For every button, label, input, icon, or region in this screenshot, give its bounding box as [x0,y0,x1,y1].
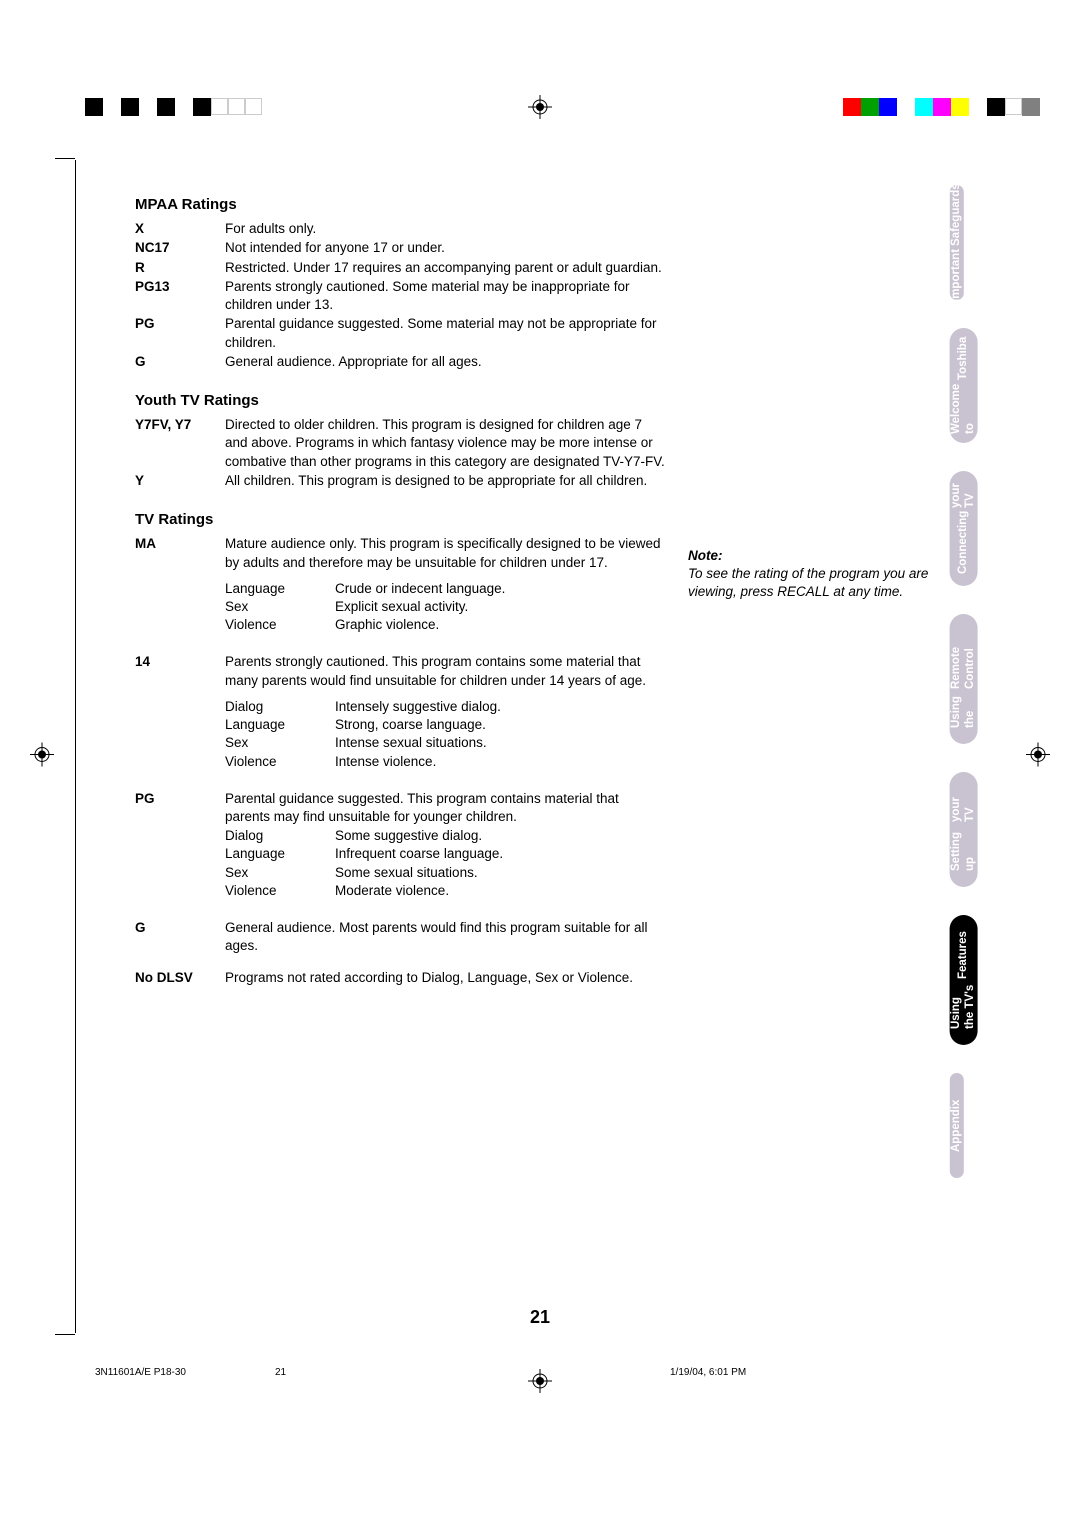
rating-row: PGParental guidance suggested. Some mate… [135,315,665,351]
crop-line [75,160,76,1333]
crop-corner [55,1315,75,1335]
tab-appendix: Appendix [950,1073,964,1178]
rating-code: PG [135,790,225,906]
rating-code: G [135,919,225,955]
rating-code: PG [135,315,225,351]
rating-row: XFor adults only. [135,220,665,238]
tv-title: TV Ratings [135,510,665,530]
rating-desc: Restricted. Under 17 requires an accompa… [225,259,665,277]
sub-label: Language [225,845,335,863]
rating-desc: General audience. Most parents would fin… [225,919,665,955]
tab-features: Using the TV's Features [950,915,978,1045]
sub-label: Violence [225,882,335,900]
registration-mark-icon [30,742,54,771]
rating-desc: General audience. Appropriate for all ag… [225,353,665,371]
sub-label: Violence [225,616,335,634]
rating-code: Y [135,472,225,490]
footer-right: 1/19/04, 6:01 PM [670,1367,746,1378]
rating-desc: Parents strongly cautioned. This program… [225,653,665,776]
main-content: MPAA Ratings XFor adults only. NC17Not i… [135,195,665,988]
sub-table: LanguageCrude or indecent language. SexE… [225,580,665,635]
rating-code: NC17 [135,239,225,257]
rating-row: No DLSVPrograms not rated according to D… [135,969,665,987]
rating-code: PG13 [135,278,225,314]
rating-desc: Parents strongly cautioned. Some materia… [225,278,665,314]
rating-code: 14 [135,653,225,776]
page-number: 21 [530,1307,550,1328]
color-bars-left [85,98,262,116]
sub-table: DialogIntensely suggestive dialog. Langu… [225,698,665,771]
rating-desc: Parental guidance suggested. This progra… [225,790,665,906]
sub-label: Violence [225,753,335,771]
registration-mark-icon [1026,742,1050,771]
crop-corner [55,158,75,178]
mpaa-title: MPAA Ratings [135,195,665,215]
rating-desc: Mature audience only. This program is sp… [225,535,665,640]
sub-value: Some suggestive dialog. [335,827,665,845]
registration-mark-icon [528,95,552,124]
rating-desc: Directed to older children. This program… [225,416,665,471]
sub-table: DialogSome suggestive dialog. LanguageIn… [225,827,665,900]
rating-row: GGeneral audience. Appropriate for all a… [135,353,665,371]
sub-value: Strong, coarse language. [335,716,665,734]
rating-code: R [135,259,225,277]
rating-row: MA Mature audience only. This program is… [135,535,665,640]
sub-value: Intense violence. [335,753,665,771]
rating-desc: All children. This program is designed t… [225,472,665,490]
sub-value: Graphic violence. [335,616,665,634]
rating-desc: Programs not rated according to Dialog, … [225,969,665,987]
rating-desc: For adults only. [225,220,665,238]
color-bars-right [843,98,1040,116]
tab-welcome: Welcome to Toshiba [950,328,978,443]
sub-value: Some sexual situations. [335,864,665,882]
sub-label: Language [225,716,335,734]
sub-label: Dialog [225,698,335,716]
rating-row: PG Parental guidance suggested. This pro… [135,790,665,906]
sub-value: Crude or indecent language. [335,580,665,598]
sub-label: Sex [225,734,335,752]
sub-label: Sex [225,598,335,616]
side-tabs: Important Safeguards Welcome to Toshiba … [950,185,1002,1178]
registration-mark-icon [528,1369,552,1398]
rating-code: Y7FV, Y7 [135,416,225,471]
rating-row: YAll children. This program is designed … [135,472,665,490]
rating-code: G [135,353,225,371]
tab-remote: Using the Remote Control [950,614,978,744]
rating-desc: Parental guidance suggested. Some materi… [225,315,665,351]
youth-title: Youth TV Ratings [135,391,665,411]
rating-row: NC17Not intended for anyone 17 or under. [135,239,665,257]
rating-code: MA [135,535,225,640]
note-text: To see the rating of the program you are… [688,565,953,601]
rating-row: RRestricted. Under 17 requires an accomp… [135,259,665,277]
footer-left: 3N11601A/E P18-30 [95,1367,186,1378]
sub-value: Explicit sexual activity. [335,598,665,616]
sub-label: Dialog [225,827,335,845]
rating-row: 14 Parents strongly cautioned. This prog… [135,653,665,776]
rating-code: No DLSV [135,969,225,987]
tab-safeguards: Important Safeguards [950,185,964,300]
rating-row: GGeneral audience. Most parents would fi… [135,919,665,955]
sub-value: Intense sexual situations. [335,734,665,752]
rating-row: Y7FV, Y7Directed to older children. This… [135,416,665,471]
footer-mid: 21 [275,1367,286,1378]
sub-value: Intensely suggestive dialog. [335,698,665,716]
sub-label: Sex [225,864,335,882]
sub-value: Moderate violence. [335,882,665,900]
note-title: Note: [688,547,953,565]
note-block: Note: To see the rating of the program y… [688,547,953,602]
sub-value: Infrequent coarse language. [335,845,665,863]
tab-setting-up: Setting up your TV [950,772,978,887]
rating-row: PG13Parents strongly cautioned. Some mat… [135,278,665,314]
rating-code: X [135,220,225,238]
tab-connecting: Connecting your TV [950,471,978,586]
rating-desc: Not intended for anyone 17 or under. [225,239,665,257]
sub-label: Language [225,580,335,598]
